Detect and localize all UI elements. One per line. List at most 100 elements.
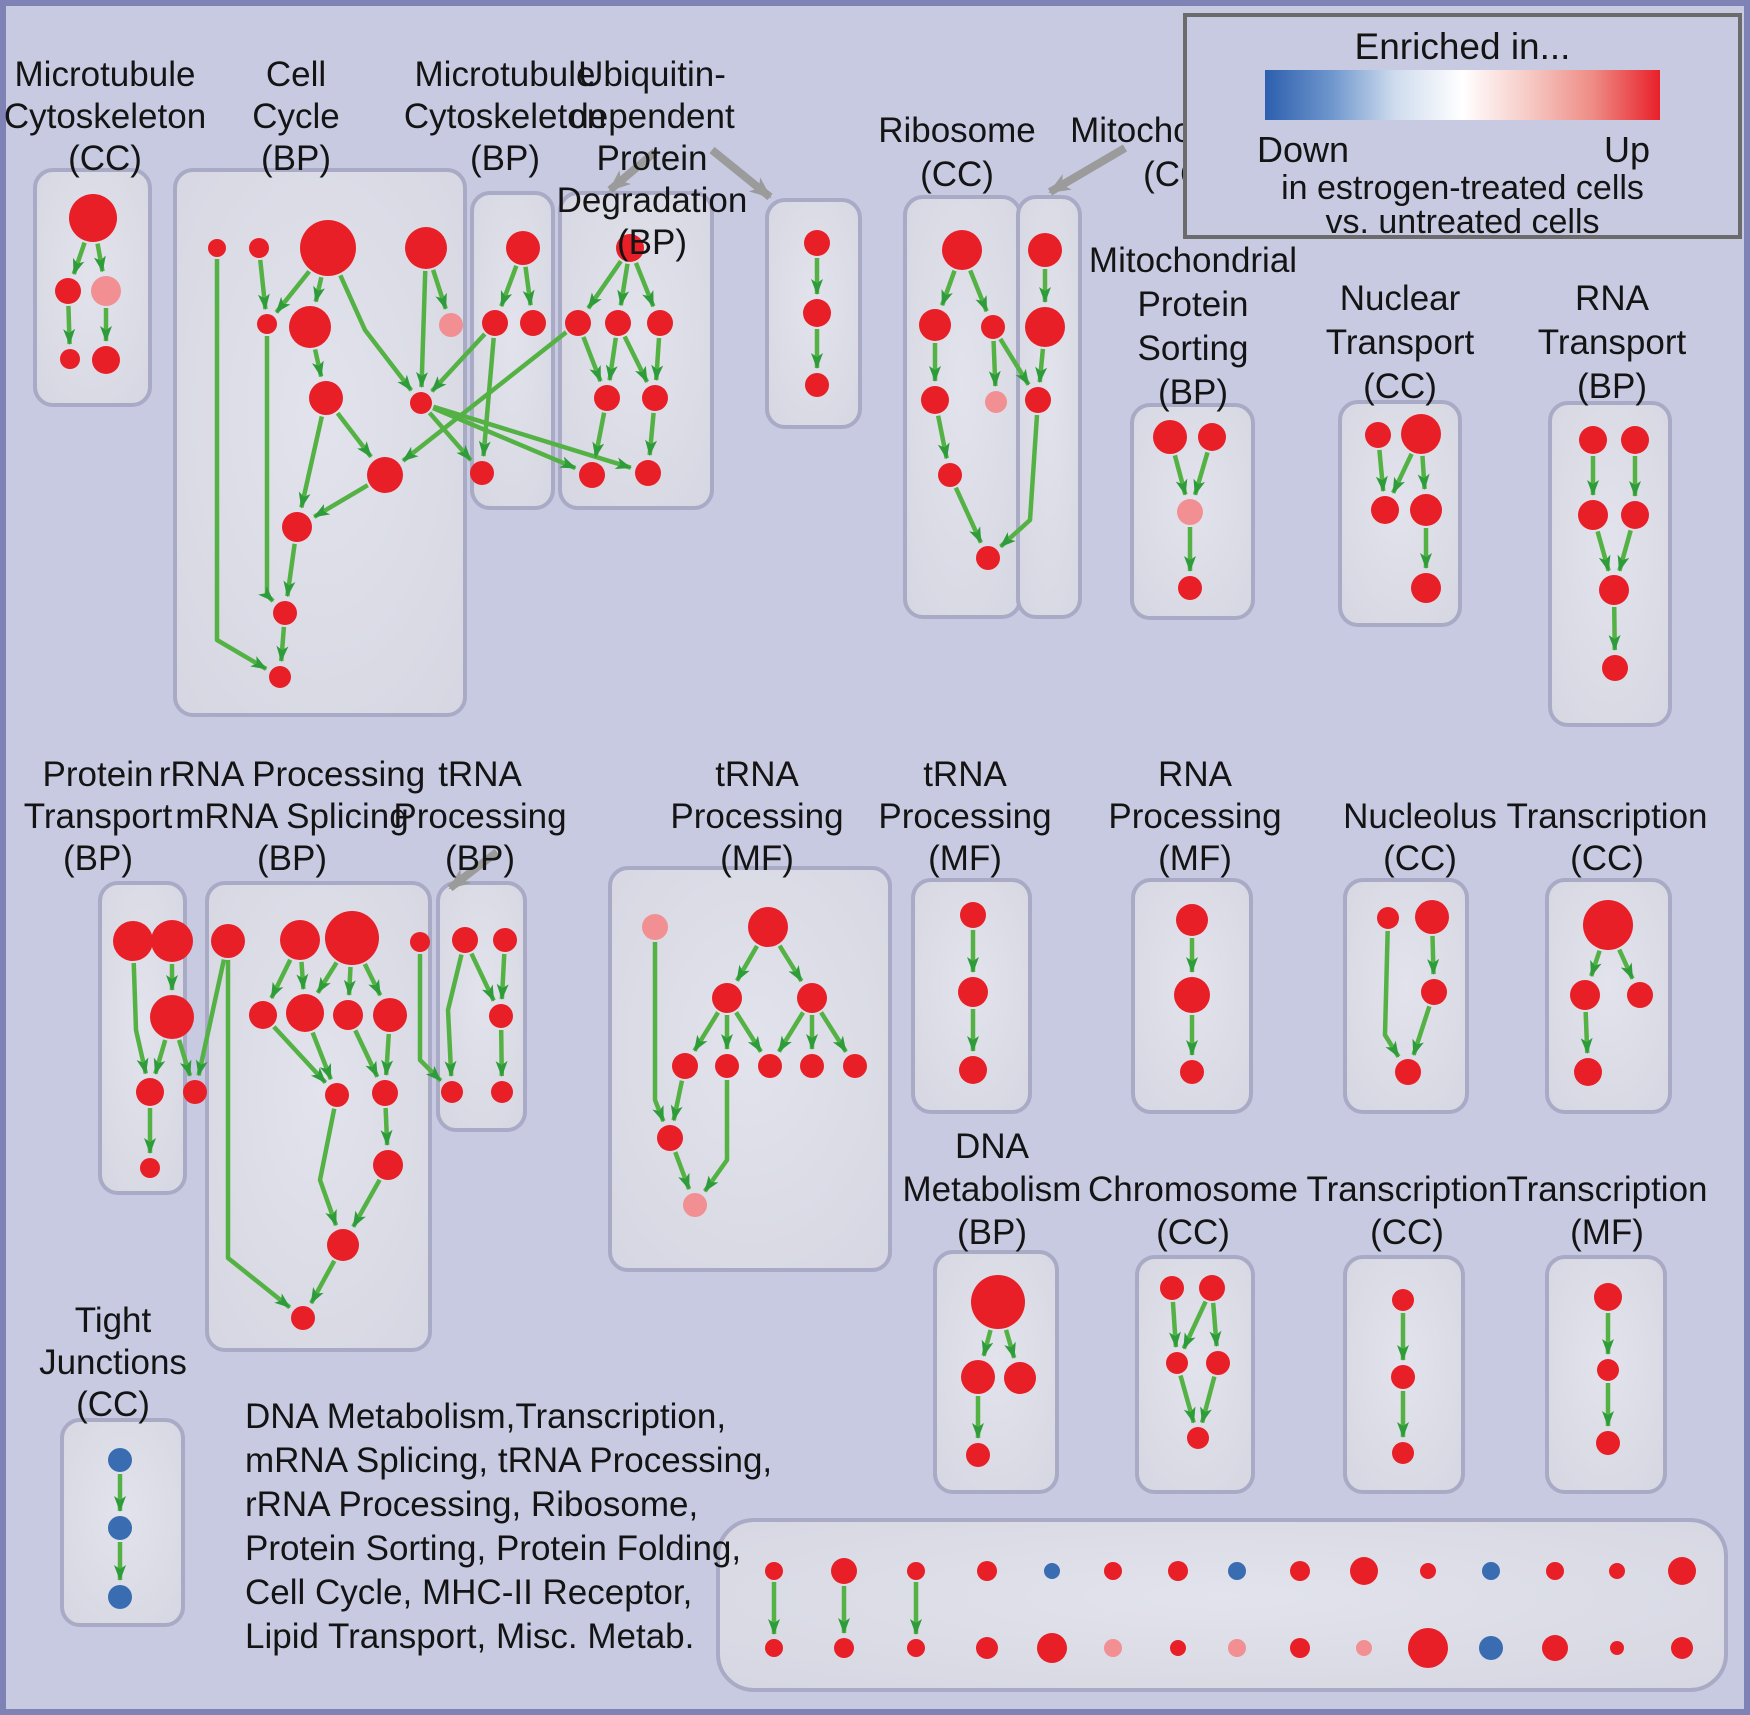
matrix-node-bottom-11 [1479,1636,1503,1660]
cluster-box-8 [1338,400,1462,627]
matrix-node-top-4 [1044,1563,1060,1579]
cluster-box-10 [98,881,187,1195]
edge-mA1-mAb [478,337,496,458]
go-term-node-c7 [439,313,463,337]
go-term-node-q11 [373,1150,403,1180]
matrix-node-top-12 [1546,1562,1564,1580]
go-term-node-g7 [758,1054,782,1078]
go-term-node-tb3 [489,1004,513,1028]
edge-t5-t6 [1608,606,1621,652]
go-term-node-k3 [1180,1060,1204,1084]
go-term-node-h1 [960,902,986,928]
go-term-node-tc1 [1583,900,1633,950]
legend-down-label: Down [1257,129,1349,170]
go-term-node-tc2 [1570,980,1600,1010]
edge-g1-g10 [652,942,666,1123]
edge-mB1-mB4 [581,336,603,383]
go-term-node-g9 [843,1054,867,1078]
cluster-label-ribosome-cc: Ribosome (CC) [878,111,1036,194]
edge-g6-g11 [703,1080,730,1193]
go-term-node-a5 [92,346,120,374]
go-term-node-q7 [333,1000,363,1030]
edge-c4-c9 [416,270,428,389]
edge-n1-n3 [1375,449,1388,493]
go-term-node-j1 [108,1448,132,1472]
go-term-node-mB4 [594,385,620,411]
cluster-label-trna-processing-mf-2: tRNA Processing (MF) [878,755,1051,878]
edge-q3-q6 [315,961,339,994]
go-term-node-k2 [1174,977,1210,1013]
go-term-node-g1 [642,914,668,940]
go-term-node-r5 [985,391,1007,413]
edge-t4-t5 [1617,529,1633,572]
edge-c4-c7 [430,269,448,310]
cluster-label-mitochondrial-protein-sorting-bp: Mitochondrial Protein Sorting (BP) [1089,241,1297,412]
matrix-node-bottom-12 [1542,1635,1568,1661]
go-term-node-mB5 [642,385,668,411]
go-term-node-t6 [1602,655,1628,681]
go-term-node-c3 [300,220,356,276]
mitochondrion-pointer [1047,144,1128,196]
go-term-node-p2 [151,920,193,962]
legend-up-label: Up [1604,129,1650,170]
cluster-label-protein-transport-bp: Protein Transport (BP) [24,755,173,878]
go-term-node-r4 [921,386,949,414]
edge-tb3-tb5 [495,1029,508,1078]
edge-r3-r5 [988,340,1001,388]
matrix-node-bottom-8 [1290,1638,1310,1658]
edge-q5-q9 [272,1025,328,1085]
go-term-node-nl4 [1395,1059,1421,1085]
go-term-node-d3 [1004,1362,1036,1394]
go-term-node-t1 [1579,426,1607,454]
edge-g2-g4 [777,944,804,983]
edge-mB-mB2 [617,263,630,307]
edge-r6-r7 [953,486,983,544]
matrix-node-top-10 [1420,1563,1436,1579]
go-term-node-x2 [1391,1365,1415,1389]
edge-p3-p4 [153,1039,168,1075]
go-term-node-r6 [938,463,962,487]
go-term-node-c5 [257,314,277,334]
cluster-label-chromosome-cc: Chromosome (CC) [1088,1170,1298,1252]
cluster-label-dna-metabolism-bp: DNA Metabolism (BP) [903,1127,1082,1252]
go-term-node-y3 [1596,1431,1620,1455]
edge-tb1-tb3 [469,952,496,1002]
go-term-node-k1 [1176,904,1208,936]
edge-q1-q13 [225,960,292,1310]
go-term-node-g5 [672,1053,698,1079]
go-term-node-t5 [1599,575,1629,605]
go-term-node-q12 [327,1229,359,1261]
cluster-label-microtubule-cytoskeleton-bp: Microtubule Cytoskeleton (BP) [404,55,606,178]
cluster-label-trna-processing-bp: tRNA Processing (BP) [393,755,566,878]
edge-g4-g9 [819,1011,848,1053]
go-term-node-mB1 [565,310,591,336]
matrix-node-bottom-4 [1037,1633,1067,1663]
go-term-node-ch5 [1187,1427,1209,1449]
go-term-node-y1 [1594,1283,1622,1311]
cluster-label-nucleolus-cc: Nucleolus (CC) [1343,797,1497,878]
go-term-node-g10 [657,1125,683,1151]
go-term-node-mA2 [520,310,546,336]
go-term-node-a1 [69,194,117,242]
go-term-node-a3 [91,276,121,306]
go-term-node-ch1 [1160,1276,1184,1300]
edge-q2-q5 [269,958,293,999]
edge-q11-q12 [351,1178,382,1228]
go-term-node-a2 [55,278,81,304]
edge-t3-t5 [1595,530,1611,572]
legend-title: Enriched in... [1355,26,1571,67]
cluster-box-6 [1016,195,1082,619]
matrix-node-top-9 [1350,1557,1378,1585]
go-term-node-m3 [1025,387,1051,413]
go-term-node-t2 [1621,426,1649,454]
cluster-box-1 [173,168,467,717]
go-term-node-t4 [1621,501,1649,529]
edge-m3-r7 [999,414,1040,549]
edge-tc1-tc2 [1589,949,1602,977]
edge-d1-d2 [981,1329,994,1357]
go-term-node-tb5 [491,1081,513,1103]
go-term-node-mB2 [605,310,631,336]
go-term-node-mBb1 [579,462,605,488]
legend-subtitle-1: in estrogen-treated cells [1281,169,1644,207]
